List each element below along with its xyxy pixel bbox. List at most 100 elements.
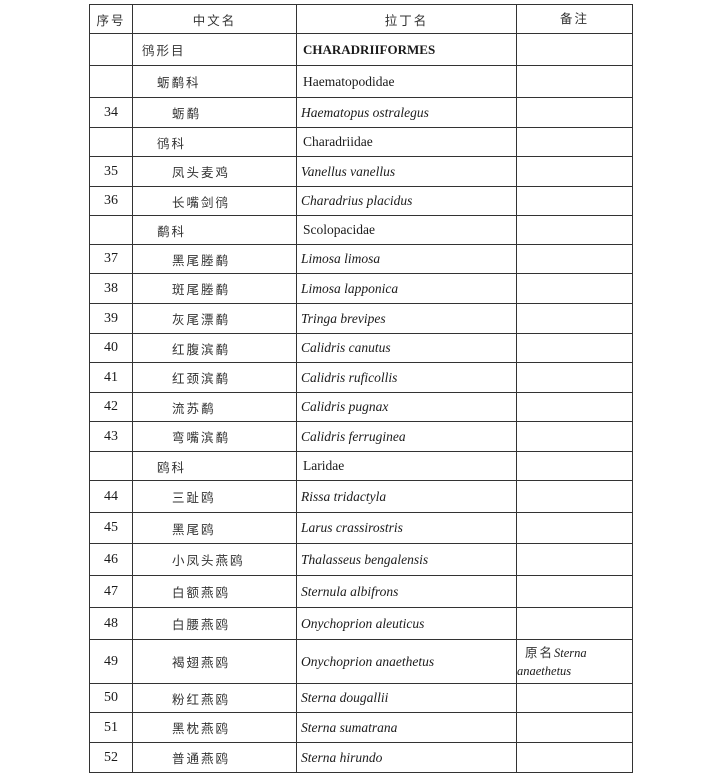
notes-cell xyxy=(516,97,633,128)
table-row: 40 红腹滨鹬 Calidris canutus xyxy=(89,333,633,363)
table-row: 鸥科 Laridae xyxy=(89,451,633,481)
table-row: 35 凤头麦鸡 Vanellus vanellus xyxy=(89,156,633,187)
notes-cell xyxy=(516,333,633,363)
species-table: 序号 中文名 拉丁名 备注 鸻形目 CHARADRIIFORMES 蛎鹬科 Haema… xyxy=(89,4,633,773)
table-row: 38 斑尾塍鹬 Limosa lapponica xyxy=(89,273,633,304)
serial-number-cell: 36 xyxy=(89,186,133,216)
serial-number-cell: 49 xyxy=(89,639,133,684)
table-row: 蛎鹬科 Haematopodidae xyxy=(89,65,633,98)
chinese-name-cell: 鸻科 xyxy=(132,127,297,157)
serial-number-cell: 50 xyxy=(89,683,133,713)
chinese-name-cell: 凤头麦鸡 xyxy=(132,156,297,187)
chinese-name-cell: 白腰燕鸥 xyxy=(132,607,297,640)
serial-number-cell: 41 xyxy=(89,362,133,393)
latin-name-cell: Scolopacidae xyxy=(296,215,517,245)
latin-name-cell: Sterna dougallii xyxy=(296,683,517,713)
table-row: 41 红颈滨鹬 Calidris ruficollis xyxy=(89,362,633,393)
table-row: 51 黑枕燕鸥 Sterna sumatrana xyxy=(89,712,633,743)
notes-cell xyxy=(516,33,633,66)
latin-name-cell: Sternula albifrons xyxy=(296,575,517,608)
serial-number-cell xyxy=(89,127,133,157)
table-row: 鸻形目 CHARADRIIFORMES xyxy=(89,33,633,66)
serial-number-cell: 42 xyxy=(89,392,133,422)
latin-name-cell: Calidris pugnax xyxy=(296,392,517,422)
table-row: 43 弯嘴滨鹬 Calidris ferruginea xyxy=(89,421,633,452)
latin-name-cell: Larus crassirostris xyxy=(296,512,517,544)
serial-number-cell: 39 xyxy=(89,303,133,334)
serial-number-cell: 51 xyxy=(89,712,133,743)
chinese-name-cell: 红腹滨鹬 xyxy=(132,333,297,363)
notes-cell xyxy=(516,127,633,157)
notes-cell xyxy=(516,512,633,544)
chinese-name-cell: 鹬科 xyxy=(132,215,297,245)
notes-cell xyxy=(516,451,633,481)
chinese-name-cell: 鸻形目 xyxy=(132,33,297,66)
notes-cell xyxy=(516,421,633,452)
latin-name-cell: Onychoprion anaethetus xyxy=(296,639,517,684)
chinese-name-cell: 弯嘴滨鹬 xyxy=(132,421,297,452)
chinese-name-cell: 红颈滨鹬 xyxy=(132,362,297,393)
chinese-name-cell: 三趾鸥 xyxy=(132,480,297,513)
table-row: 鸻科 Charadriidae xyxy=(89,127,633,157)
notes-cell xyxy=(516,575,633,608)
notes-cell xyxy=(516,273,633,304)
serial-number-cell: 43 xyxy=(89,421,133,452)
chinese-name-cell: 黑尾鸥 xyxy=(132,512,297,544)
notes-cell xyxy=(516,712,633,743)
serial-number-cell xyxy=(89,451,133,481)
latin-name-cell: Calidris ruficollis xyxy=(296,362,517,393)
notes-cell xyxy=(516,742,633,773)
chinese-name-cell: 黑尾塍鹬 xyxy=(132,244,297,274)
table-row: 44 三趾鸥 Rissa tridactyla xyxy=(89,480,633,513)
chinese-name-cell: 长嘴剑鸻 xyxy=(132,186,297,216)
latin-name-cell: Sterna hirundo xyxy=(296,742,517,773)
latin-name-cell: CHARADRIIFORMES xyxy=(296,33,517,66)
serial-number-cell: 37 xyxy=(89,244,133,274)
table-row: 36 长嘴剑鸻 Charadrius placidus xyxy=(89,186,633,216)
notes-cell xyxy=(516,244,633,274)
notes-cell xyxy=(516,362,633,393)
latin-name-cell: Rissa tridactyla xyxy=(296,480,517,513)
notes-cell xyxy=(516,607,633,640)
notes-cell xyxy=(516,480,633,513)
table-row: 47 白额燕鸥 Sternula albifrons xyxy=(89,575,633,608)
note-chinese: 原名 xyxy=(525,644,555,660)
chinese-name-cell: 斑尾塍鹬 xyxy=(132,273,297,304)
serial-number-cell: 46 xyxy=(89,543,133,576)
chinese-name-cell: 小凤头燕鸥 xyxy=(132,543,297,576)
chinese-name-cell: 鸥科 xyxy=(132,451,297,481)
table-row: 49 褐翅燕鸥 Onychoprion anaethetus 原名Sterna ana… xyxy=(89,639,633,684)
latin-name-cell: Vanellus vanellus xyxy=(296,156,517,187)
serial-number-cell: 47 xyxy=(89,575,133,608)
chinese-name-cell: 灰尾漂鹬 xyxy=(132,303,297,334)
header-notes: 备注 xyxy=(516,4,633,34)
chinese-name-cell: 褐翅燕鸥 xyxy=(132,639,297,684)
header-chinese-name: 中文名 xyxy=(132,4,297,34)
table-row: 39 灰尾漂鹬 Tringa brevipes xyxy=(89,303,633,334)
latin-name-cell: Haematopus ostralegus xyxy=(296,97,517,128)
chinese-name-cell: 粉红燕鸥 xyxy=(132,683,297,713)
chinese-name-cell: 普通燕鸥 xyxy=(132,742,297,773)
serial-number-cell: 45 xyxy=(89,512,133,544)
notes-cell xyxy=(516,65,633,98)
latin-name-cell: Sterna sumatrana xyxy=(296,712,517,743)
chinese-name-cell: 黑枕燕鸥 xyxy=(132,712,297,743)
serial-number-cell: 44 xyxy=(89,480,133,513)
latin-name-cell: Limosa limosa xyxy=(296,244,517,274)
table-row: 46 小凤头燕鸥 Thalasseus bengalensis xyxy=(89,543,633,576)
chinese-name-cell: 蛎鹬科 xyxy=(132,65,297,98)
notes-cell xyxy=(516,683,633,713)
header-serial: 序号 xyxy=(89,4,133,34)
serial-number-cell: 52 xyxy=(89,742,133,773)
notes-cell xyxy=(516,156,633,187)
table-row: 鹬科 Scolopacidae xyxy=(89,215,633,245)
table-row: 37 黑尾塍鹬 Limosa limosa xyxy=(89,244,633,274)
notes-cell xyxy=(516,186,633,216)
serial-number-cell xyxy=(89,215,133,245)
table-row: 52 普通燕鸥 Sterna hirundo xyxy=(89,742,633,773)
latin-name-cell: Calidris canutus xyxy=(296,333,517,363)
serial-number-cell xyxy=(89,33,133,66)
table-row: 34 蛎鹬 Haematopus ostralegus xyxy=(89,97,633,128)
latin-name-cell: Calidris ferruginea xyxy=(296,421,517,452)
table-header-row: 序号 中文名 拉丁名 备注 xyxy=(89,4,633,34)
